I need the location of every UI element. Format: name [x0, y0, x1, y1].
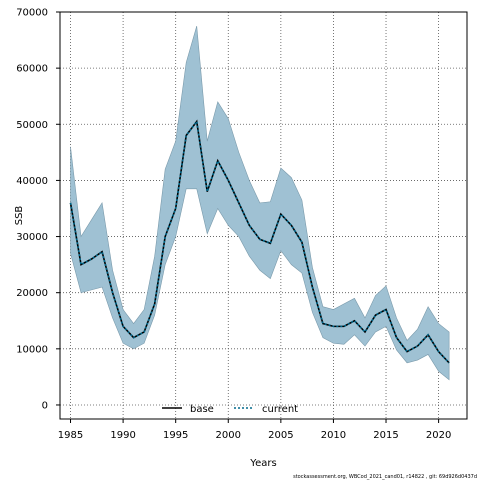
series-line-current — [69, 119, 450, 364]
confidence-band — [70, 25, 450, 381]
x-axis-title: Years — [249, 458, 276, 469]
y-tick-label: 20000 — [16, 288, 48, 299]
legend: base current — [162, 404, 298, 415]
y-axis-title: SSB — [14, 206, 25, 226]
x-tick-label: 2015 — [373, 430, 398, 441]
x-tick-label: 2020 — [426, 430, 451, 441]
y-tick-label: 50000 — [16, 120, 48, 131]
x-tick-label: 2000 — [216, 430, 241, 441]
y-tick-label: 30000 — [16, 232, 48, 243]
legend-label-current: current — [262, 404, 298, 415]
axis-ticks: 1985 1990 1995 2000 2005 2010 2015 2020 0 10000 20… — [16, 8, 451, 442]
x-tick-label: 2005 — [268, 430, 293, 441]
y-tick-label: 40000 — [16, 176, 48, 187]
x-tick-label: 2010 — [321, 430, 346, 441]
legend-label-base: base — [190, 404, 214, 415]
x-tick-label: 1985 — [58, 430, 83, 441]
footnote: stockassessment.org, WBCod_2021_cand01, … — [293, 474, 477, 480]
series-lines — [69, 119, 450, 364]
y-tick-label: 10000 — [16, 344, 48, 355]
y-tick-label: 60000 — [16, 64, 48, 75]
y-tick-label: 0 — [42, 400, 48, 411]
plot-frame — [59, 11, 468, 420]
x-tick-label: 1990 — [110, 430, 135, 441]
y-tick-label: 70000 — [16, 8, 48, 19]
x-tick-label: 1995 — [163, 430, 188, 441]
